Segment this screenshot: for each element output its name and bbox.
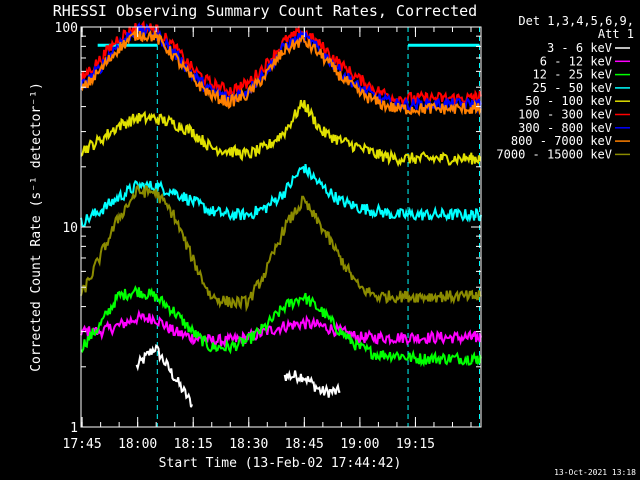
x-tick-label-6: 19:15 — [396, 437, 435, 452]
x-tick-label-2: 18:15 — [174, 437, 213, 452]
legend-header-line1: Det 1,3,4,5,6,9, — [518, 14, 634, 28]
series-8-segment-0 — [80, 184, 482, 313]
legend-label-7: 800 - 7000 keV — [511, 134, 612, 148]
y-tick-label-0: 1 — [70, 421, 78, 436]
series-2-segment-0 — [80, 285, 482, 368]
series-7-segment-0 — [80, 28, 482, 117]
y-tick-label-1: 10 — [62, 221, 78, 236]
time-markers — [97, 27, 481, 427]
series-layer — [80, 20, 482, 408]
series-1-segment-0 — [80, 308, 482, 350]
x-tick-label-3: 18:30 — [229, 437, 268, 452]
footer-timestamp: 13-Oct-2021 13:18 — [554, 468, 636, 477]
plot-frame — [80, 26, 482, 428]
legend-label-0: 3 - 6 keV — [547, 41, 612, 55]
legend-label-4: 50 - 100 keV — [525, 94, 612, 108]
x-axis-label: Start Time (13-Feb-02 17:44:42) — [159, 456, 402, 471]
y-axis-ticks: 1 10 100 — [55, 21, 481, 436]
legend-header-line2: Att 1 — [598, 27, 634, 41]
x-tick-label-5: 19:00 — [340, 437, 379, 452]
legend-label-6: 300 - 800 keV — [518, 121, 612, 135]
x-tick-label-1: 18:00 — [118, 437, 157, 452]
legend-label-5: 100 - 300 keV — [518, 108, 612, 122]
x-tick-label-0: 17:45 — [63, 437, 102, 452]
legend-label-2: 12 - 25 keV — [533, 68, 612, 82]
series-0-segment-0 — [135, 344, 194, 408]
y-axis-label: Corrected Count Rate (s⁻¹ detector⁻¹) — [29, 82, 44, 372]
x-axis-ticks: 17:45 18:00 18:15 18:30 18:45 19:00 19:15 — [63, 27, 472, 452]
legend-label-3: 25 - 50 keV — [533, 81, 612, 95]
chart-title: RHESSI Observing Summary Count Rates, Co… — [53, 2, 477, 20]
x-tick-label-4: 18:45 — [285, 437, 324, 452]
series-4-segment-0 — [80, 99, 482, 168]
series-3-segment-0 — [80, 163, 482, 228]
legend-label-8: 7000 - 15000 keV — [496, 147, 612, 161]
legend-label-1: 6 - 12 keV — [540, 54, 612, 68]
y-tick-label-2: 100 — [55, 21, 78, 36]
series-0-segment-1 — [283, 369, 341, 398]
